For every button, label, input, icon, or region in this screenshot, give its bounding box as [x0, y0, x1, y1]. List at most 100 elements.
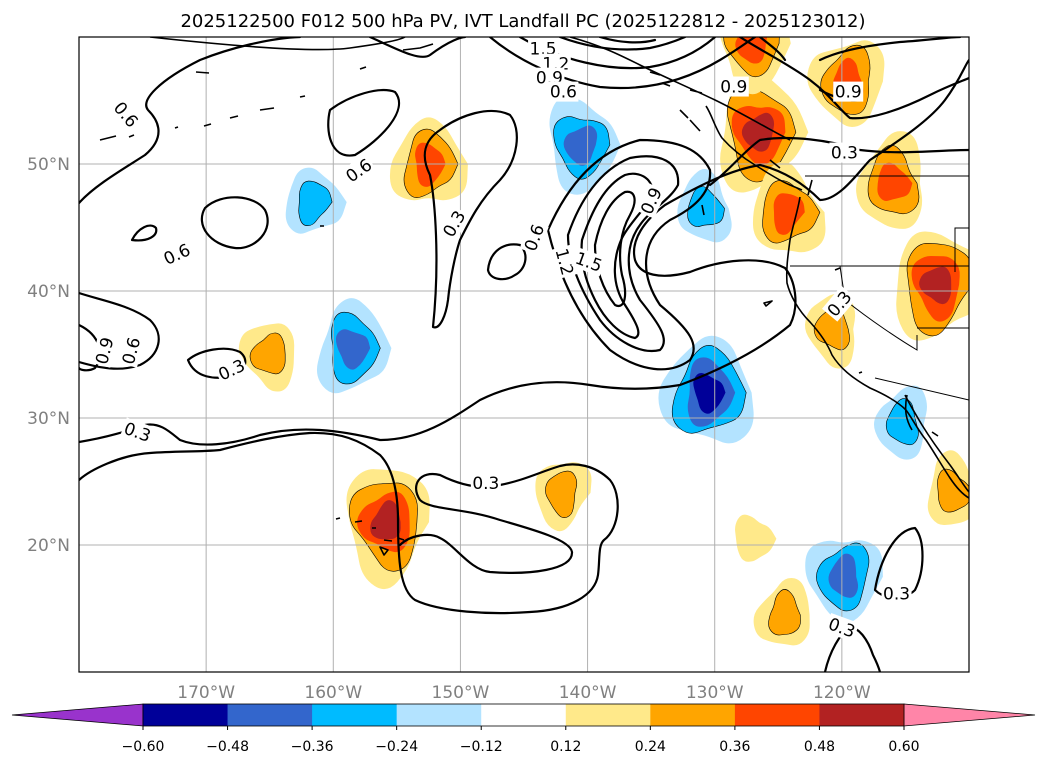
contour-line — [79, 37, 302, 205]
contour-label: 0.9 — [835, 83, 862, 103]
colorbar-tick-label: −0.60 — [122, 739, 165, 755]
contour-line — [818, 37, 962, 62]
contour-label-bg — [119, 417, 156, 447]
contour-line — [486, 243, 527, 281]
anomaly-fill-negative — [828, 553, 859, 598]
anomaly-fill-negative — [687, 186, 725, 227]
y-tick-label: 20°N — [27, 536, 70, 556]
colorbar-segment — [565, 704, 651, 726]
y-tick-label: 40°N — [27, 282, 70, 302]
colorbar-extend-high — [903, 703, 1036, 727]
contour-label-bg — [528, 38, 559, 59]
contour-line — [593, 190, 636, 308]
contour-line — [79, 431, 619, 615]
contour-line — [738, 37, 969, 120]
contour-line — [200, 196, 269, 250]
contour-line — [327, 89, 401, 157]
y-tick-label: 30°N — [27, 409, 70, 429]
contour-label-bg — [635, 183, 667, 219]
x-tick-label: 170°W — [177, 683, 235, 703]
anomaly-fill-negative — [298, 180, 333, 227]
anomaly-fill-positive — [370, 500, 401, 540]
contour-label-bg — [108, 96, 144, 133]
contour-label-bg — [824, 613, 860, 643]
colorbar-tick-label: 0.12 — [550, 739, 581, 755]
contour-line — [598, 37, 657, 44]
contour-line — [823, 626, 882, 672]
contour-label-bg — [551, 244, 579, 279]
islands — [320, 204, 939, 556]
contour-line — [558, 37, 687, 51]
anomaly-fill-positive — [877, 162, 913, 201]
colorbar — [11, 703, 1036, 727]
anomaly-fill-positive — [773, 193, 805, 235]
anomaly-fill-positive — [768, 589, 801, 636]
contour-label-bg — [213, 354, 250, 386]
colorbar-segment — [312, 704, 398, 726]
colorbar-segment — [734, 704, 820, 726]
contour-label-bg — [159, 238, 195, 270]
colorbar-tick-label: 0.24 — [635, 739, 666, 755]
contour-label-bg — [437, 205, 471, 242]
anomaly-fill-positive — [415, 142, 446, 187]
chart-title: 2025122500 F012 500 hPa PV, IVT Landfall… — [180, 11, 865, 32]
contour-label-bg — [548, 81, 579, 102]
anomaly-fill-positive — [741, 112, 775, 152]
contour-label-bg — [881, 583, 912, 604]
contour-label-bg — [833, 81, 864, 102]
colorbar-segment — [396, 704, 482, 726]
colorbar-outline — [142, 703, 905, 727]
colorbar-ticks: −0.60 −0.48 −0.36 −0.24 −0.12 0.12 0.24 0.36 0.4… — [122, 726, 920, 755]
contour-label-bg — [470, 472, 501, 493]
x-axis-ticks: 170°W 160°W 150°W 140°W 130°W 120°W — [177, 683, 871, 703]
contour-line — [423, 110, 518, 329]
colorbar-segment — [650, 704, 736, 726]
colorbar-tick-label: −0.36 — [291, 739, 334, 755]
colorbar-tick-label: 0.48 — [804, 739, 835, 755]
contour-label-bg — [571, 247, 607, 277]
colorbar-tick-label: −0.48 — [206, 739, 249, 755]
anomaly-fill-positive — [545, 470, 578, 518]
anomaly-fill-positive — [249, 332, 286, 375]
baja-california-coastline — [904, 394, 969, 493]
anomaly-fill-negative — [693, 373, 726, 414]
contour-label: 0.3 — [831, 144, 858, 164]
us-west-coastline — [785, 196, 969, 499]
anomaly-fill-negative — [335, 329, 371, 370]
contour-line — [566, 155, 680, 353]
map-area: 1.51.20.90.6 0.9 0.90.30.60.60.30.60.60.91… — [79, 37, 969, 672]
contour-line — [708, 136, 969, 187]
contour-label-bg — [519, 220, 549, 256]
colorbar-tick-label: 0.36 — [719, 739, 750, 755]
x-tick-label: 120°W — [813, 683, 871, 703]
anomaly-fill-negative — [563, 125, 598, 166]
shaded-anomalies — [238, 37, 969, 646]
anomaly-fill-positive — [919, 266, 952, 305]
contour-label: 0.6 — [550, 83, 577, 103]
contour-line — [79, 291, 160, 370]
colorbar-segment — [143, 704, 229, 726]
british-columbia-coastline — [679, 105, 813, 196]
colorbar-extend-low — [11, 703, 144, 727]
contour-label-bg — [822, 285, 857, 322]
contour-line — [130, 224, 158, 242]
country-borders — [790, 175, 969, 401]
y-axis-ticks: 20°N 30°N 40°N 50°N — [27, 155, 70, 556]
y-tick-label: 50°N — [27, 155, 70, 175]
contour-label-bg — [90, 333, 118, 368]
colorbar-tick-label: −0.24 — [375, 739, 418, 755]
contour-label-bg — [718, 76, 749, 97]
contour-line — [488, 37, 757, 90]
colorbar-segment — [227, 704, 313, 726]
contour-line — [580, 172, 654, 340]
contour-label-bg — [829, 142, 860, 163]
colorbar-tick-label: −0.12 — [460, 739, 503, 755]
contour-line — [368, 37, 467, 58]
contour-line — [79, 323, 101, 372]
colorbar-segment — [481, 704, 567, 726]
x-tick-label: 150°W — [432, 683, 490, 703]
graticule — [79, 37, 969, 672]
alaska-coastline — [99, 37, 791, 141]
